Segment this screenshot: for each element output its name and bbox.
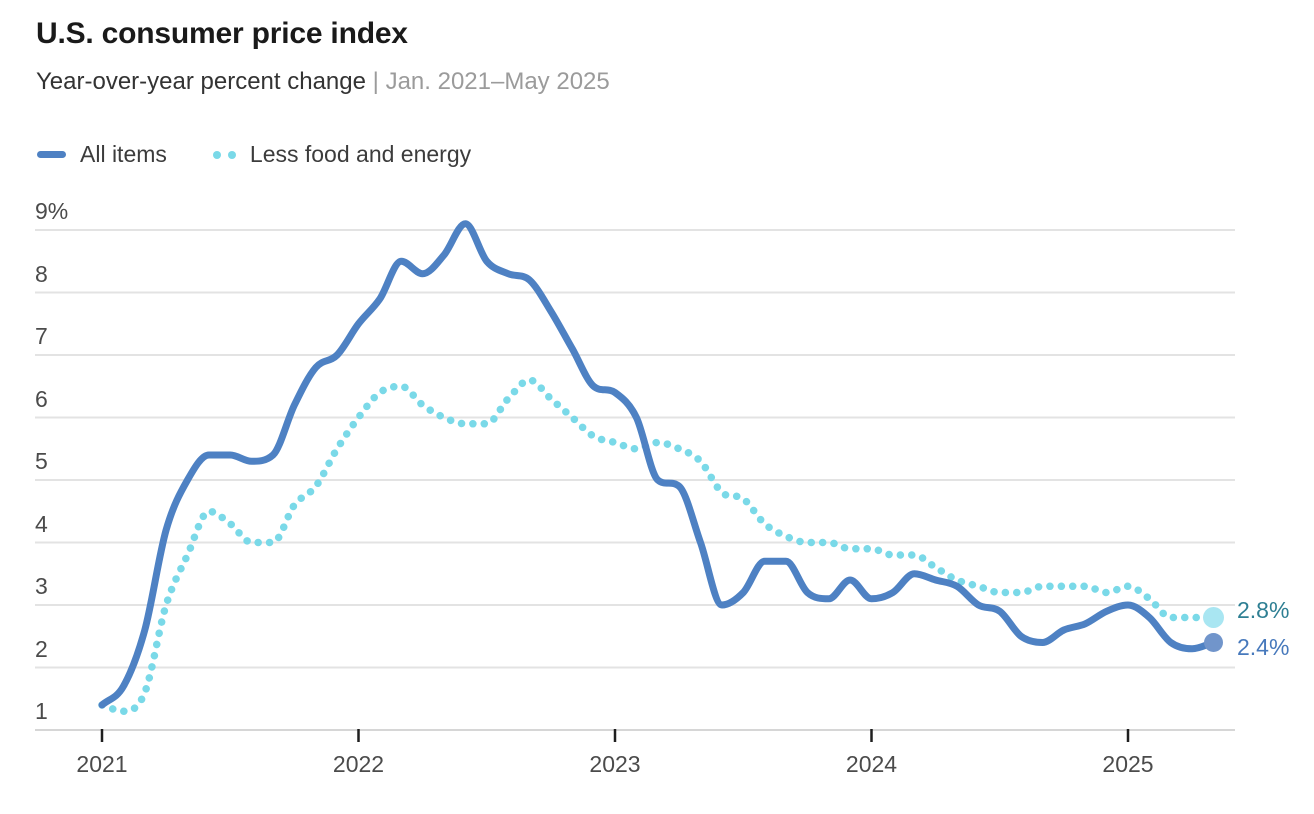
solid-line-swatch-icon [37, 151, 66, 158]
page-title: U.S. consumer price index [36, 17, 408, 50]
x-axis-label-2025: 2025 [1102, 751, 1154, 777]
legend-label-less-food-energy: Less food and energy [249, 141, 472, 167]
x-axis-label-2024: 2024 [845, 751, 898, 777]
end-dot-less-food-and-energy [1203, 607, 1224, 628]
y-axis-label-2: 2 [35, 635, 48, 662]
chart-subtitle: Year-over-year percent change | Jan. 202… [36, 68, 610, 96]
subtitle-description: Year-over-year percent change [36, 68, 366, 95]
y-axis-label-3: 3 [35, 573, 48, 599]
end-value-label-less-food-energy: 2.8% [1237, 597, 1290, 623]
subtitle-date-range: Jan. 2021–May 2025 [385, 68, 610, 95]
end-value-label-all-items: 2.4% [1237, 634, 1290, 660]
y-axis-label-5: 5 [35, 448, 48, 474]
y-axis-label-1: 1 [35, 698, 48, 724]
subtitle-separator: | [372, 68, 379, 95]
legend-label-all-items: All items [80, 141, 167, 167]
line-all-items [98, 220, 1217, 709]
y-axis-label-9: 9% [35, 198, 69, 224]
end-dot-all-items [1204, 633, 1223, 652]
x-axis-label-2021: 2021 [76, 751, 128, 777]
x-axis-label-2022: 2022 [332, 751, 385, 777]
y-axis-label-7: 7 [35, 323, 48, 349]
legend: All items Less food and energy [37, 141, 471, 168]
y-axis-label-8: 8 [35, 260, 48, 287]
y-axis-label-6: 6 [35, 385, 48, 412]
line-less-food-and-energy [98, 376, 1218, 716]
legend-item-less-food-energy: Less food and energy [212, 141, 472, 168]
x-axis-label-2023: 2023 [589, 751, 641, 777]
y-axis-label-4: 4 [35, 510, 48, 537]
legend-item-all-items: All items [37, 141, 167, 168]
dotted-line-swatch-icon [212, 150, 236, 159]
